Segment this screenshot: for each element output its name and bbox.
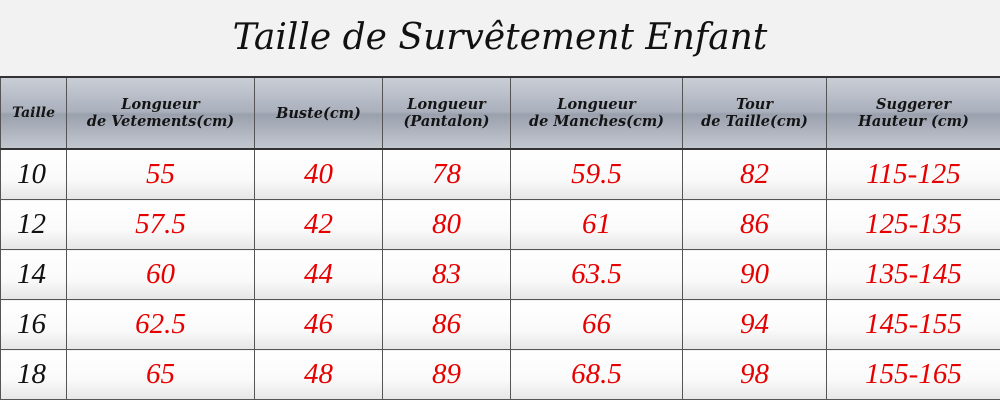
size-table-container: Taille Longueur de Vetements(cm) Buste(c…: [0, 76, 1000, 408]
header-garment-length: Longueur de Vetements(cm): [66, 76, 255, 150]
header-bust: Buste(cm): [254, 76, 383, 150]
table-cell: 46: [254, 299, 383, 350]
table-cell: 125-135: [826, 199, 1000, 250]
table-cell: 83: [382, 249, 511, 300]
table-cell: 66: [510, 299, 683, 350]
table-cell: 60: [66, 249, 255, 300]
size-cell: 10: [0, 148, 67, 200]
size-cell: 18: [0, 349, 67, 400]
table-cell: 44: [254, 249, 383, 300]
size-table: Taille Longueur de Vetements(cm) Buste(c…: [0, 76, 1000, 400]
table-cell: 86: [682, 199, 827, 250]
table-cell: 89: [382, 349, 511, 400]
table-cell: 115-125: [826, 148, 1000, 200]
header-sleeve-length: Longueur de Manches(cm): [510, 76, 683, 150]
table-row: 10 55 40 78 59.5 82 115-125: [0, 148, 1000, 200]
table-cell: 135-145: [826, 249, 1000, 300]
table-cell: 59.5: [510, 148, 683, 200]
table-cell: 65: [66, 349, 255, 400]
table-cell: 90: [682, 249, 827, 300]
table-row: 12 57.5 42 80 61 86 125-135: [0, 199, 1000, 250]
table-cell: 61: [510, 199, 683, 250]
header-suggested-height: Suggerer Hauteur (cm): [826, 76, 1000, 150]
size-cell: 12: [0, 199, 67, 250]
table-cell: 155-165: [826, 349, 1000, 400]
header-size: Taille: [0, 76, 67, 150]
table-row: 16 62.5 46 86 66 94 145-155: [0, 299, 1000, 350]
table-cell: 63.5: [510, 249, 683, 300]
table-cell: 48: [254, 349, 383, 400]
header-pants-length: Longueur (Pantalon): [382, 76, 511, 150]
table-cell: 68.5: [510, 349, 683, 400]
table-cell: 145-155: [826, 299, 1000, 350]
table-cell: 40: [254, 148, 383, 200]
header-waist: Tour de Taille(cm): [682, 76, 827, 150]
header-row: Taille Longueur de Vetements(cm) Buste(c…: [0, 76, 1000, 150]
table-cell: 42: [254, 199, 383, 250]
size-cell: 14: [0, 249, 67, 300]
chart-title: Taille de Survêtement Enfant: [232, 17, 768, 58]
table-cell: 57.5: [66, 199, 255, 250]
table-cell: 78: [382, 148, 511, 200]
table-cell: 98: [682, 349, 827, 400]
table-cell: 86: [382, 299, 511, 350]
table-cell: 55: [66, 148, 255, 200]
table-cell: 80: [382, 199, 511, 250]
table-row: 18 65 48 89 68.5 98 155-165: [0, 349, 1000, 400]
table-cell: 94: [682, 299, 827, 350]
table-row: 14 60 44 83 63.5 90 135-145: [0, 249, 1000, 300]
table-cell: 62.5: [66, 299, 255, 350]
size-cell: 16: [0, 299, 67, 350]
table-cell: 82: [682, 148, 827, 200]
